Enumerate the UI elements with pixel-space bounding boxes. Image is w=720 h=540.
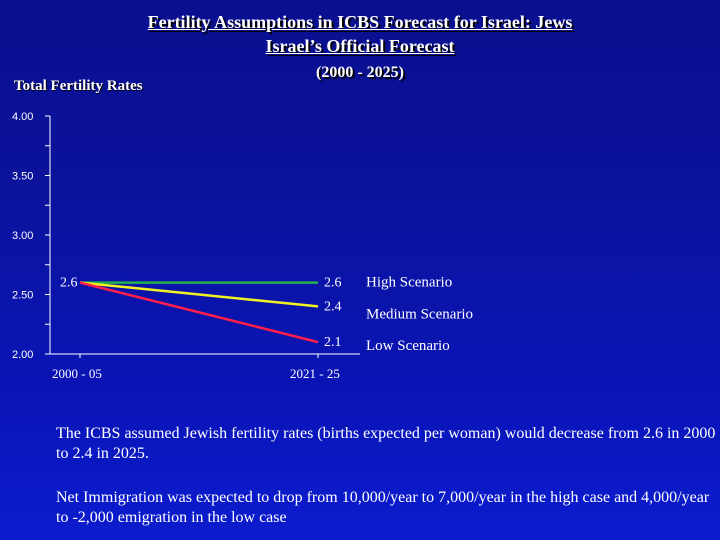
data-labels: 2.6 2.6 2.4 2.1 [60,276,342,351]
note-immigration: Net Immigration was expected to drop fro… [56,489,710,526]
note-fertility: The ICBS assumed Jewish fertility rates … [56,425,716,462]
y-tick-label: 2.50 [12,290,33,302]
x-tick-label: 2021 - 25 [290,366,340,381]
data-label-end: 2.6 [324,276,342,291]
axes: 4.00 3.50 3.00 2.50 2.00 2000 - 05 2021 - 25 [12,111,360,381]
data-label-end: 2.1 [324,335,342,350]
legend-entry: Medium Scenario [366,306,473,322]
x-tick-label: 2000 - 05 [52,366,102,381]
y-tick-label: 2.00 [12,349,33,361]
y-tick-label: 3.50 [12,171,33,183]
series-lines [79,281,319,344]
data-label-start: 2.6 [60,276,78,291]
series-line [79,281,319,308]
y-tick-label: 3.00 [12,230,33,242]
chart-date-range: (2000 - 2025) [316,64,404,81]
chart-subtitle: Israel’s Official Forecast [265,36,455,56]
y-tick-label: 4.00 [12,111,33,123]
series-line [79,281,319,344]
legend-entry: Low Scenario [366,338,450,354]
legend: High Scenario Medium Scenario Low Scenario [366,275,473,355]
y-axis-label: Total Fertility Rates [14,78,143,94]
legend-entry: High Scenario [366,275,452,291]
line-chart: 4.00 3.50 3.00 2.50 2.00 2000 - 05 2021 - 25 2… [12,111,473,381]
data-label-end: 2.4 [324,299,342,314]
chart-title: Fertility Assumptions in ICBS Forecast f… [147,12,573,32]
